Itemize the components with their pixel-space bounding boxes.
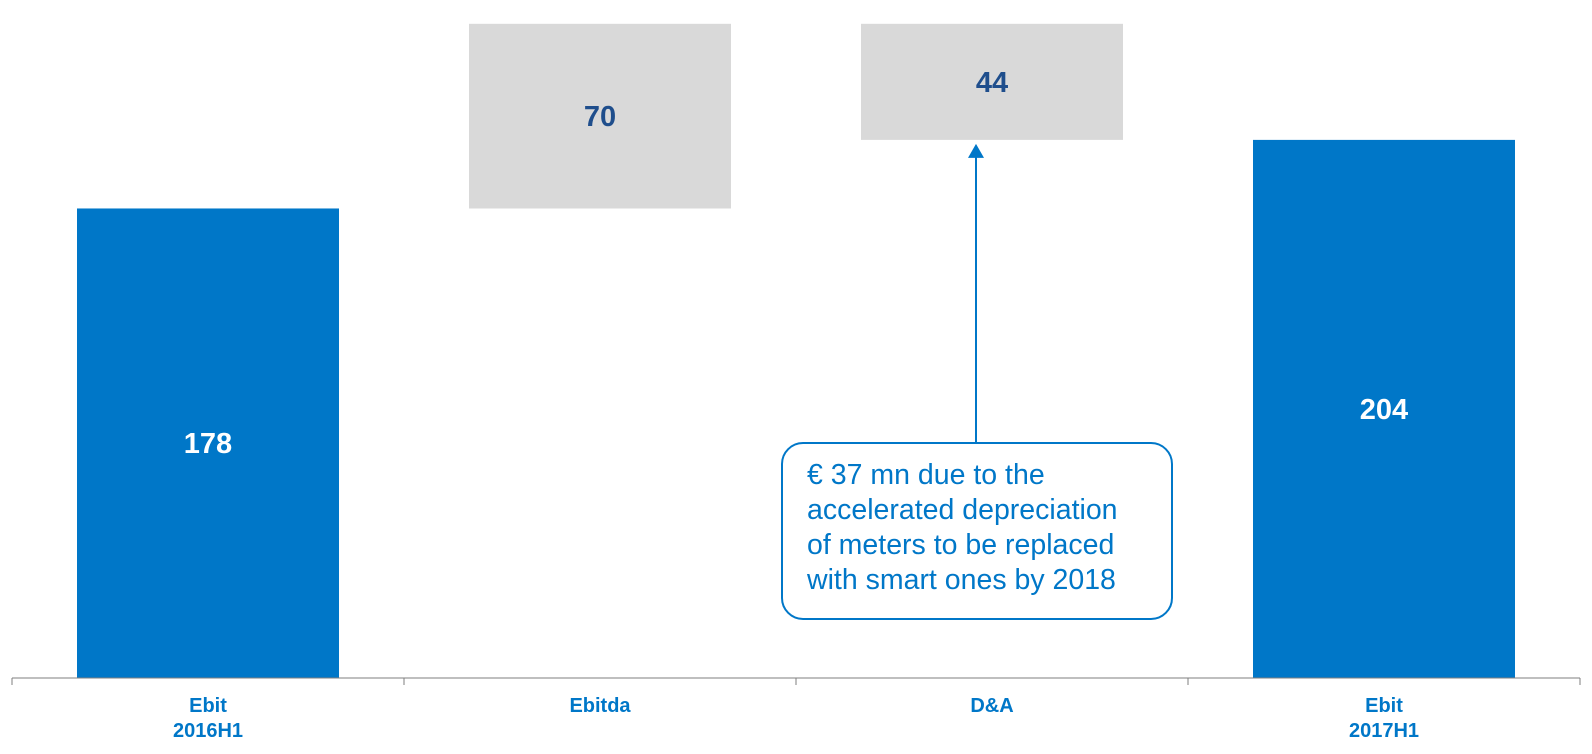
depreciation-callout: € 37 mn due to the accelerated depreciat…	[781, 442, 1173, 620]
bar-value-label-3: 204	[1360, 394, 1408, 426]
category-label-2-0: D&A	[970, 695, 1013, 717]
category-label-0-0: Ebit	[189, 695, 227, 717]
callout-text: € 37 mn due to the accelerated depreciat…	[807, 459, 1118, 596]
bar-0	[77, 208, 339, 678]
bar-value-label-2: 44	[976, 67, 1008, 99]
category-label-0-1: 2016H1	[173, 720, 243, 742]
bar-1	[469, 23, 731, 209]
bar-value-label-0: 178	[184, 428, 232, 460]
bar-2	[861, 23, 1123, 140]
callout-arrow-head	[968, 143, 984, 158]
bar-value-label-1: 70	[584, 101, 616, 133]
bar-3	[1253, 139, 1515, 678]
category-label-1-0: Ebitda	[569, 695, 631, 717]
category-label-3-0: Ebit	[1365, 695, 1403, 717]
category-label-3-1: 2017H1	[1349, 720, 1419, 742]
